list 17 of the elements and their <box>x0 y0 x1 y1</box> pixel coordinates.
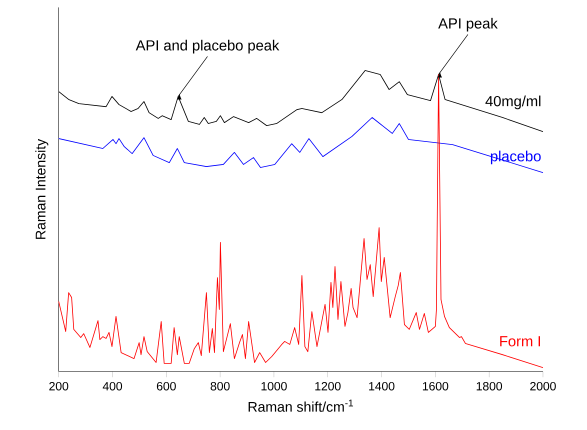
x-tick-label: 2000 <box>530 382 556 390</box>
series-label: Form I <box>500 336 540 346</box>
x-tick-label: 1800 <box>476 382 502 390</box>
y-axis-title: Raman Intensity <box>35 138 48 239</box>
x-tick-label: 800 <box>210 382 230 390</box>
annotation: API and placebo peak <box>136 40 280 54</box>
x-tick-label: 600 <box>156 382 176 390</box>
x-tick-label: 1400 <box>369 382 394 390</box>
series-label: 40mg/ml <box>485 95 540 110</box>
x-tick-label: 1600 <box>422 382 448 390</box>
x-axis-title: Raman shift/cm$^{-1}$ <box>248 399 354 412</box>
series-label: placebo <box>490 150 541 164</box>
x-tick-label: 1200 <box>315 382 341 390</box>
annotation: API peak <box>438 18 498 32</box>
x-tick-label: 400 <box>102 382 122 390</box>
x-tick-label: 200 <box>49 382 68 390</box>
x-tick-label: 1000 <box>262 382 287 390</box>
